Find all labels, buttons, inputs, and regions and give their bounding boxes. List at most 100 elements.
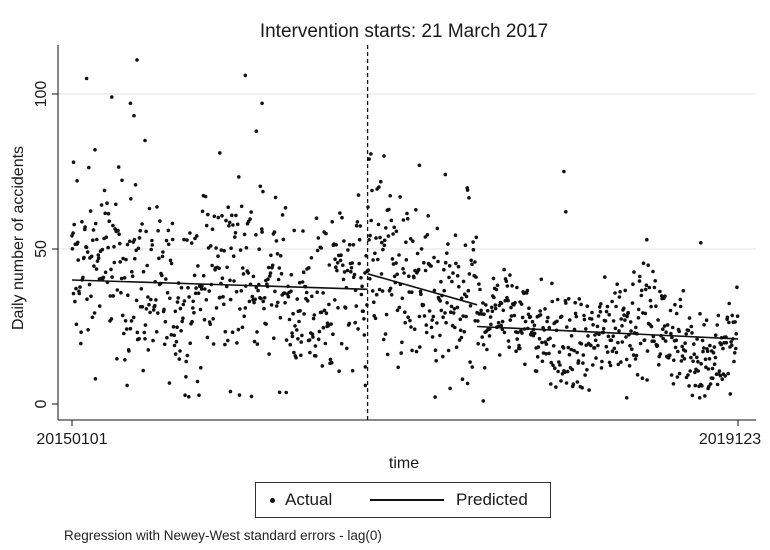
actual-point bbox=[93, 221, 98, 226]
axes: 0 50 100 bbox=[33, 45, 756, 426]
actual-point bbox=[622, 313, 626, 317]
actual-point bbox=[454, 261, 458, 266]
actual-point bbox=[178, 306, 183, 311]
actual-point bbox=[673, 345, 678, 350]
actual-point bbox=[246, 271, 251, 275]
actual-point bbox=[704, 318, 709, 323]
legend-item-actual: Actual bbox=[270, 483, 332, 517]
actual-point bbox=[373, 251, 377, 256]
actual-point bbox=[203, 194, 208, 199]
actual-point bbox=[481, 343, 486, 347]
actual-point bbox=[85, 250, 90, 254]
actual-point bbox=[254, 233, 258, 237]
actual-point bbox=[137, 336, 141, 341]
actual-point bbox=[163, 319, 168, 324]
actual-point bbox=[623, 318, 627, 322]
actual-point bbox=[523, 362, 527, 367]
actual-point bbox=[634, 325, 638, 330]
actual-point bbox=[485, 347, 489, 352]
actual-point bbox=[252, 339, 257, 344]
actual-point bbox=[506, 339, 511, 343]
actual-point bbox=[361, 309, 366, 314]
actual-point bbox=[664, 330, 668, 335]
actual-point bbox=[124, 257, 128, 262]
actual-point bbox=[461, 314, 466, 318]
actual-point bbox=[218, 295, 222, 300]
actual-point bbox=[700, 338, 705, 343]
actual-point bbox=[648, 298, 653, 303]
actual-point bbox=[652, 285, 657, 290]
actual-point bbox=[297, 280, 302, 285]
actual-point bbox=[674, 338, 679, 343]
actual-point bbox=[255, 342, 260, 346]
actual-point bbox=[449, 304, 454, 309]
actual-point bbox=[128, 101, 133, 106]
actual-point bbox=[179, 285, 184, 290]
actual-point bbox=[254, 129, 259, 133]
actual-point bbox=[629, 329, 633, 333]
actual-point bbox=[389, 218, 394, 223]
actual-point bbox=[501, 308, 506, 313]
actual-point bbox=[502, 330, 507, 335]
legend-marker-actual bbox=[270, 497, 275, 503]
actual-point bbox=[197, 393, 201, 398]
actual-point bbox=[464, 314, 468, 319]
actual-point bbox=[419, 292, 423, 297]
actual-point bbox=[91, 238, 95, 242]
actual-point bbox=[102, 188, 107, 193]
actual-point bbox=[91, 228, 96, 232]
actual-point bbox=[616, 362, 621, 367]
actual-point bbox=[637, 279, 642, 283]
actual-point bbox=[156, 311, 160, 315]
actual-point bbox=[387, 207, 391, 212]
actual-point bbox=[663, 339, 668, 343]
actual-point bbox=[150, 238, 154, 243]
actual-point bbox=[309, 255, 314, 260]
actual-point bbox=[181, 316, 185, 321]
actual-point bbox=[400, 340, 404, 345]
actual-point bbox=[536, 345, 541, 349]
actual-point bbox=[661, 327, 665, 332]
actual-point bbox=[106, 245, 110, 250]
actual-point bbox=[405, 211, 409, 216]
actual-point bbox=[646, 263, 650, 268]
actual-point bbox=[276, 277, 281, 282]
actual-point bbox=[220, 213, 224, 218]
actual-point bbox=[671, 382, 676, 386]
actual-point bbox=[126, 293, 130, 298]
actual-point bbox=[735, 314, 740, 319]
actual-point bbox=[656, 318, 660, 322]
actual-point bbox=[242, 232, 247, 237]
actual-point bbox=[438, 299, 443, 303]
actual-point bbox=[384, 312, 389, 317]
actual-point bbox=[184, 359, 188, 364]
actual-point bbox=[634, 353, 639, 358]
actual-point bbox=[564, 301, 568, 305]
actual-point bbox=[234, 213, 238, 218]
actual-point bbox=[395, 308, 400, 313]
actual-point bbox=[249, 394, 254, 399]
actual-point bbox=[645, 237, 649, 242]
actual-point bbox=[223, 342, 227, 347]
actual-point bbox=[461, 279, 466, 284]
actual-point bbox=[363, 383, 368, 388]
actual-point bbox=[674, 311, 679, 316]
actual-point bbox=[228, 297, 233, 302]
actual-point bbox=[193, 236, 197, 241]
actual-point bbox=[619, 360, 623, 364]
actual-point bbox=[527, 306, 531, 311]
actual-point bbox=[322, 308, 327, 313]
actual-point bbox=[71, 160, 76, 164]
actual-point bbox=[519, 302, 524, 306]
actual-point bbox=[336, 306, 340, 310]
actual-point bbox=[389, 293, 394, 297]
actual-point bbox=[367, 238, 371, 242]
actual-point bbox=[565, 325, 569, 329]
actual-point bbox=[712, 362, 717, 367]
actual-point bbox=[458, 328, 463, 333]
actual-point bbox=[93, 148, 97, 152]
actual-point bbox=[314, 354, 318, 358]
actual-point bbox=[467, 272, 472, 276]
actual-point bbox=[715, 323, 719, 327]
